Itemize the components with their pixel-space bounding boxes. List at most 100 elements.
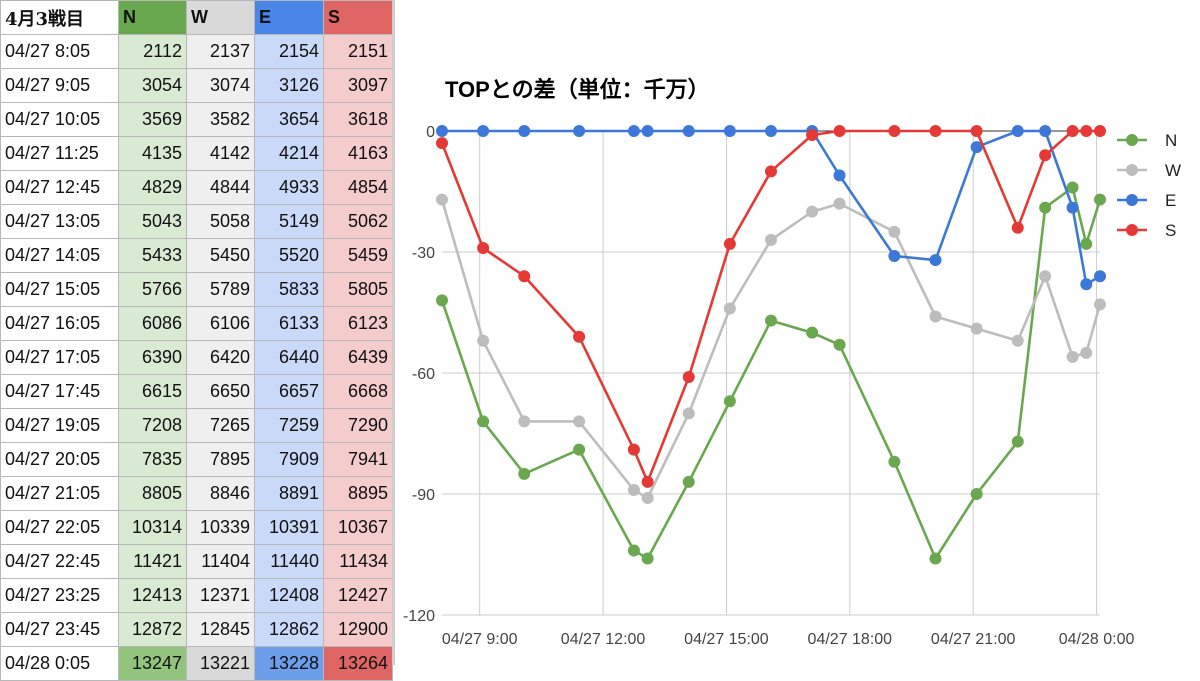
point-n bbox=[765, 314, 777, 327]
x-tick-label: 04/27 18:00 bbox=[808, 631, 893, 648]
point-s bbox=[765, 165, 777, 178]
row-time: 04/27 23:45 bbox=[0, 612, 119, 647]
point-e bbox=[573, 125, 586, 137]
cell-n: 11421 bbox=[118, 544, 187, 579]
cell-n: 5043 bbox=[118, 204, 187, 239]
cell-e: 7909 bbox=[254, 442, 324, 477]
table-row: 04/27 22:45 11421 11404 11440 11434 bbox=[0, 544, 393, 579]
point-n bbox=[1066, 181, 1079, 194]
row-time: 04/27 20:05 bbox=[0, 442, 119, 477]
header-s: S bbox=[323, 0, 393, 35]
row-time: 04/27 21:05 bbox=[0, 476, 119, 511]
point-e bbox=[1094, 270, 1106, 283]
point-e bbox=[970, 141, 983, 154]
cell-w: 5058 bbox=[186, 204, 255, 239]
cell-s: 5459 bbox=[323, 238, 393, 273]
cell-w: 3582 bbox=[186, 102, 255, 137]
point-e bbox=[436, 125, 448, 137]
cell-w: 5789 bbox=[186, 272, 255, 307]
legend-marker-s bbox=[1126, 224, 1138, 236]
point-e bbox=[723, 125, 736, 137]
cell-n: 6390 bbox=[118, 340, 187, 375]
point-w bbox=[1039, 270, 1052, 283]
point-n bbox=[1011, 435, 1024, 448]
y-tick-label: -90 bbox=[412, 487, 435, 504]
point-w bbox=[682, 407, 695, 420]
table-row: 04/27 17:45 6615 6650 6657 6668 bbox=[0, 374, 393, 409]
point-s bbox=[806, 129, 819, 142]
point-w bbox=[929, 310, 942, 323]
cell-s: 2151 bbox=[323, 34, 393, 69]
cell-n: 10314 bbox=[118, 510, 187, 545]
point-n bbox=[888, 455, 901, 468]
point-n bbox=[477, 415, 490, 428]
table-row: 04/27 22:05 10314 10339 10391 10367 bbox=[0, 510, 393, 545]
row-time: 04/27 16:05 bbox=[0, 306, 119, 341]
point-n bbox=[833, 338, 846, 351]
point-w bbox=[477, 334, 490, 347]
point-e bbox=[833, 169, 846, 182]
header-w: W bbox=[186, 0, 255, 35]
panel-divider bbox=[392, 0, 395, 665]
row-time: 04/27 22:05 bbox=[0, 510, 119, 545]
point-e bbox=[1080, 278, 1093, 291]
row-time: 04/27 12:45 bbox=[0, 170, 119, 205]
cell-n: 8805 bbox=[118, 476, 187, 511]
cell-e: 4933 bbox=[254, 170, 324, 205]
point-w bbox=[436, 193, 448, 206]
cell-e: 4214 bbox=[254, 136, 324, 171]
table-row: 04/27 20:05 7835 7895 7909 7941 bbox=[0, 442, 393, 477]
table-row: 04/27 9:05 3054 3074 3126 3097 bbox=[0, 68, 393, 103]
cell-w: 12845 bbox=[186, 612, 255, 647]
table-row: 04/27 23:25 12413 12371 12408 12427 bbox=[0, 578, 393, 613]
cell-w: 8846 bbox=[186, 476, 255, 511]
cell-s: 11434 bbox=[323, 544, 393, 579]
point-n bbox=[641, 552, 654, 565]
table-row: 04/27 12:45 4829 4844 4933 4854 bbox=[0, 170, 393, 205]
row-time: 04/27 23:25 bbox=[0, 578, 119, 613]
cell-e: 5833 bbox=[254, 272, 324, 307]
cell-w: 7895 bbox=[186, 442, 255, 477]
point-n bbox=[970, 488, 983, 500]
point-w bbox=[518, 415, 531, 428]
point-n bbox=[806, 326, 819, 339]
table-row: 04/27 15:05 5766 5789 5833 5805 bbox=[0, 272, 393, 307]
row-time: 04/27 13:05 bbox=[0, 204, 119, 239]
cell-n: 4829 bbox=[118, 170, 187, 205]
point-w bbox=[1011, 334, 1024, 347]
cell-w: 4844 bbox=[186, 170, 255, 205]
point-e bbox=[627, 125, 640, 137]
table-row: 04/27 16:05 6086 6106 6133 6123 bbox=[0, 306, 393, 341]
data-table: 4月3戦目 N W E S 04/27 8:05 2112 2137 2154 2151… bbox=[0, 0, 393, 681]
cell-e: 5520 bbox=[254, 238, 324, 273]
cell-e: 6133 bbox=[254, 306, 324, 341]
y-tick-label: 0 bbox=[426, 124, 435, 141]
legend-label-e: E bbox=[1165, 191, 1176, 210]
cell-w: 4142 bbox=[186, 136, 255, 171]
point-w bbox=[970, 322, 983, 335]
cell-w: 13221 bbox=[186, 646, 255, 681]
row-time: 04/27 10:05 bbox=[0, 102, 119, 137]
point-w bbox=[888, 225, 901, 238]
x-tick-label: 04/28 0:00 bbox=[1059, 631, 1135, 648]
point-s bbox=[723, 237, 736, 250]
legend-marker-w bbox=[1126, 164, 1138, 176]
cell-n: 5433 bbox=[118, 238, 187, 273]
row-time: 04/27 15:05 bbox=[0, 272, 119, 307]
x-tick-label: 04/27 12:00 bbox=[561, 631, 646, 648]
header-n: N bbox=[118, 0, 187, 35]
cell-w: 5450 bbox=[186, 238, 255, 273]
cell-n: 3569 bbox=[118, 102, 187, 137]
point-n bbox=[1039, 201, 1052, 214]
cell-n: 12413 bbox=[118, 578, 187, 613]
cell-n: 12872 bbox=[118, 612, 187, 647]
cell-w: 6106 bbox=[186, 306, 255, 341]
point-n bbox=[682, 475, 695, 488]
cell-s: 12427 bbox=[323, 578, 393, 613]
cell-n: 7835 bbox=[118, 442, 187, 477]
cell-e: 6440 bbox=[254, 340, 324, 375]
point-e bbox=[641, 125, 654, 137]
point-e bbox=[888, 250, 901, 263]
cell-n: 5766 bbox=[118, 272, 187, 307]
point-e bbox=[682, 125, 695, 137]
